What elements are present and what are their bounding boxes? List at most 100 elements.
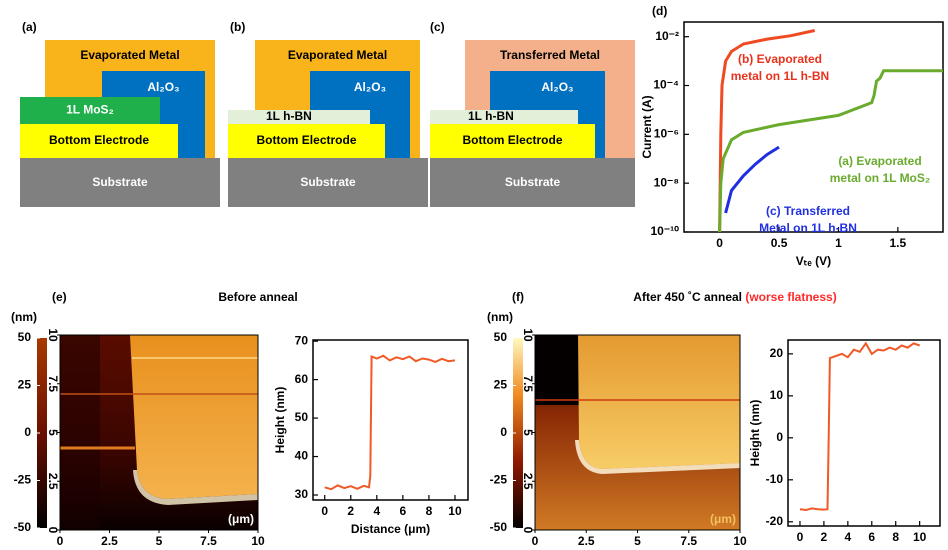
y-tick-label: 2.5 xyxy=(46,473,60,490)
metal-label: Transferred Metal xyxy=(500,48,600,62)
x-tick-label: 6 xyxy=(400,504,407,518)
y-tick-label: 10 xyxy=(46,328,60,342)
data-line xyxy=(726,147,779,213)
metal-label: Evaporated Metal xyxy=(80,48,179,62)
panel-label: (e) xyxy=(52,290,67,304)
y-tick-label: 7.5 xyxy=(521,375,535,392)
film-label: 1L MoS₂ xyxy=(66,103,114,117)
colorbar-tick-label: -25 xyxy=(14,473,32,487)
y-tick-label: 40 xyxy=(295,449,309,463)
x-tick-label: 10 xyxy=(251,534,265,548)
colorbar-tick-label: 50 xyxy=(18,330,32,344)
y-axis-label: Height (nm) xyxy=(273,387,287,454)
x-tick-label: 10 xyxy=(448,504,462,518)
x-tick-label: 2 xyxy=(821,530,828,544)
x-tick-label: 5 xyxy=(634,534,641,548)
panel-title: Before anneal xyxy=(218,290,297,304)
afm-plateau xyxy=(130,335,258,499)
oxide-label: Al₂O₃ xyxy=(541,80,573,94)
x-tick-label: 8 xyxy=(892,530,899,544)
y-tick-label: -10 xyxy=(766,472,784,486)
annotation: Metal on 1L h-BN xyxy=(759,221,857,235)
panel-label: (b) xyxy=(230,20,245,34)
y-tick-label: 10⁻⁸ xyxy=(654,175,679,189)
colorbar-tick-label: -25 xyxy=(490,473,508,487)
x-tick-label: 2.5 xyxy=(101,534,118,548)
annotation: metal on 1L MoS₂ xyxy=(830,171,930,185)
x-tick-label: 0 xyxy=(57,534,64,548)
oxide-label: Al₂O₃ xyxy=(147,80,179,94)
unit-label: (μm) xyxy=(228,512,254,526)
plot-frame xyxy=(313,340,468,500)
x-tick-label: 4 xyxy=(373,504,380,518)
y-tick-label: 70 xyxy=(295,333,309,347)
title-text: After 450 ˚C anneal xyxy=(633,290,742,304)
x-tick-label: 1 xyxy=(835,236,842,250)
y-tick-label: -20 xyxy=(766,514,784,528)
substrate-label: Substrate xyxy=(92,175,148,189)
y-tick-label: 10⁻⁶ xyxy=(654,127,679,141)
x-tick-label: 0.5 xyxy=(771,236,788,250)
y-tick-label: 5 xyxy=(46,429,60,436)
afm-shade xyxy=(60,335,100,530)
y-tick-label: 10 xyxy=(770,388,784,402)
substrate-label: Substrate xyxy=(505,175,561,189)
colorbar-tick-label: -50 xyxy=(490,520,508,534)
plot-frame xyxy=(788,340,940,526)
x-axis-label: Distance (μm) xyxy=(351,522,430,536)
x-tick-label: 5 xyxy=(156,534,163,548)
y-tick-label: 10 xyxy=(521,328,535,342)
y-tick-label: 10⁻⁴ xyxy=(653,78,679,92)
y-tick-label: 10⁻² xyxy=(655,29,679,43)
y-tick-label: 30 xyxy=(295,487,309,501)
film-label: 1L h-BN xyxy=(468,109,514,123)
x-tick-label: 0 xyxy=(321,504,328,518)
electrode-label: Bottom Electrode xyxy=(256,133,356,147)
electrode-label: Bottom Electrode xyxy=(462,133,562,147)
panel-title: After 450 ˚C anneal (worse flatness) xyxy=(633,290,836,304)
unit-label: (μm) xyxy=(710,512,736,526)
y-tick-label: 60 xyxy=(295,372,309,386)
figure: (a)Evaporated MetalAl₂O₃1L MoS₂Bottom El… xyxy=(0,0,948,550)
x-tick-label: 0 xyxy=(716,236,723,250)
colorbar-tick-label: 25 xyxy=(18,378,32,392)
y-tick-label: 2.5 xyxy=(521,473,535,490)
title-text: Before anneal xyxy=(218,290,297,304)
x-tick-label: 8 xyxy=(426,504,433,518)
colorbar-tick-label: 0 xyxy=(24,425,31,439)
afm-image-e xyxy=(60,335,258,530)
y-axis-label: Current (A) xyxy=(640,95,654,158)
title-note: (worse flatness) xyxy=(745,290,836,304)
film-label: 1L h-BN xyxy=(266,109,312,123)
x-tick-label: 1.5 xyxy=(890,236,907,250)
oxide-label: Al₂O₃ xyxy=(354,80,386,94)
y-tick-label: 0 xyxy=(776,430,783,444)
x-tick-label: 6 xyxy=(868,530,875,544)
panel-label: (c) xyxy=(430,20,445,34)
panel-label: (f) xyxy=(512,290,524,304)
afm-image-f xyxy=(535,335,740,530)
data-line xyxy=(325,356,455,489)
y-axis-label: Height (nm) xyxy=(748,400,762,467)
y-tick-label: 5 xyxy=(521,429,535,436)
x-axis-label: Vₜₑ (V) xyxy=(796,254,831,268)
metal-label: Evaporated Metal xyxy=(288,48,387,62)
colorbar-label: (nm) xyxy=(487,310,513,324)
data-line xyxy=(800,343,920,510)
x-tick-label: 10 xyxy=(913,530,927,544)
annotation: (b) Evaporated xyxy=(738,52,822,66)
x-tick-label: 0 xyxy=(797,530,804,544)
y-tick-label: 50 xyxy=(295,410,309,424)
afm-plateau xyxy=(578,335,740,469)
panel-label: (d) xyxy=(652,4,667,18)
afm-shade xyxy=(535,335,580,405)
colorbar-tick-label: 25 xyxy=(494,378,508,392)
y-tick-label: 20 xyxy=(770,346,784,360)
x-tick-label: 0 xyxy=(532,534,539,548)
x-tick-label: 10 xyxy=(733,534,747,548)
annotation: metal on 1L h-BN xyxy=(731,69,829,83)
x-tick-label: 7.5 xyxy=(680,534,697,548)
x-tick-label: 7.5 xyxy=(200,534,217,548)
y-tick-label: 0 xyxy=(46,527,60,534)
x-tick-label: 2 xyxy=(347,504,354,518)
